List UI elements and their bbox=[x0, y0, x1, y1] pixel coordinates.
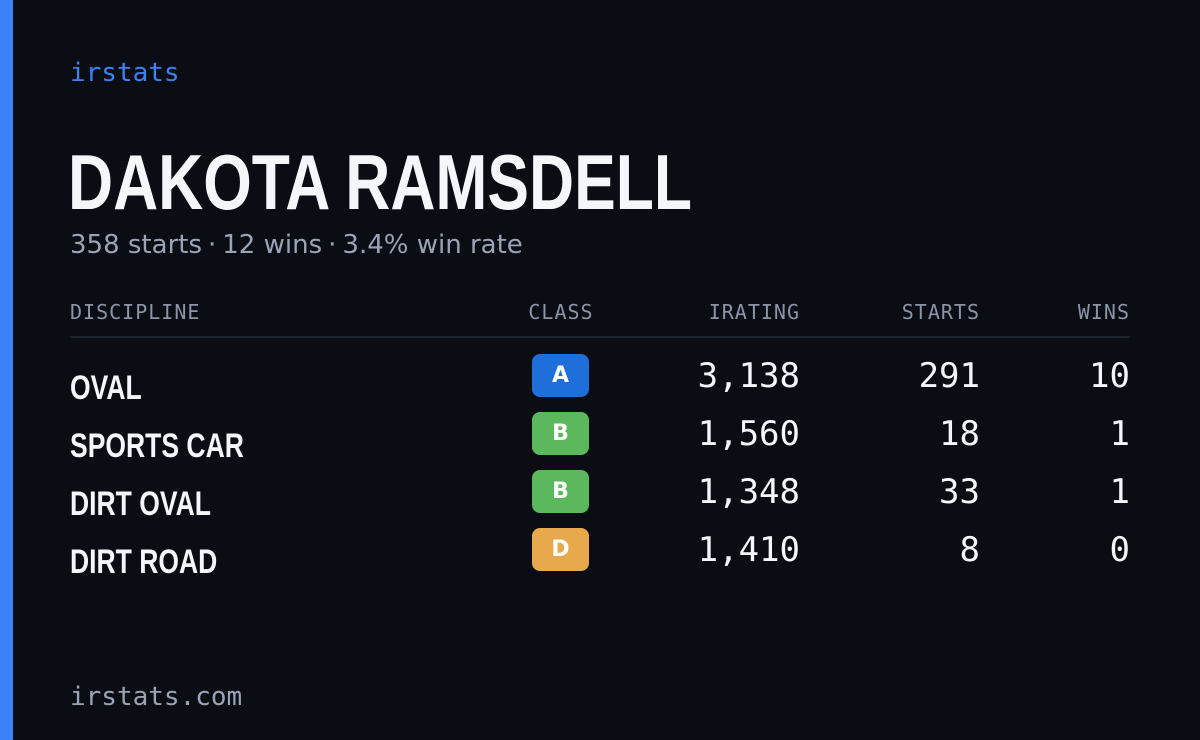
table-body: OVAL A 3,138 291 10 SPORTS CAR B 1,560 1… bbox=[70, 354, 1130, 586]
discipline-name: DIRT OVAL bbox=[70, 485, 211, 523]
class-badge: A bbox=[532, 354, 589, 397]
driver-summary: 358 starts · 12 wins · 3.4% win rate bbox=[70, 228, 523, 262]
table-row: SPORTS CAR B 1,560 18 1 bbox=[70, 412, 1130, 470]
starts-value: 291 bbox=[918, 356, 980, 396]
win-rate-summary: 3.4% win rate bbox=[342, 230, 523, 260]
discipline-name: OVAL bbox=[70, 369, 142, 407]
table-row: DIRT ROAD D 1,410 8 0 bbox=[70, 528, 1130, 586]
header-starts: STARTS bbox=[901, 300, 980, 324]
wins-value: 0 bbox=[1109, 530, 1130, 570]
wins-summary: 12 wins bbox=[222, 230, 323, 260]
wins-value: 10 bbox=[1089, 356, 1130, 396]
separator: · bbox=[208, 230, 217, 260]
irating-value: 3,138 bbox=[697, 356, 800, 396]
accent-bar bbox=[0, 0, 13, 740]
table-header: DISCIPLINE CLASS IRATING STARTS WINS bbox=[70, 296, 1130, 338]
wins-value: 1 bbox=[1109, 414, 1130, 454]
wins-value: 1 bbox=[1109, 472, 1130, 512]
starts-value: 8 bbox=[959, 530, 980, 570]
class-badge: B bbox=[532, 470, 589, 513]
table-row: DIRT OVAL B 1,348 33 1 bbox=[70, 470, 1130, 528]
header-irating: IRATING bbox=[708, 300, 800, 324]
footer-url[interactable]: irstats.com bbox=[70, 682, 243, 712]
irating-value: 1,348 bbox=[697, 472, 800, 512]
irating-value: 1,560 bbox=[697, 414, 800, 454]
discipline-table: DISCIPLINE CLASS IRATING STARTS WINS OVA… bbox=[70, 296, 1130, 586]
class-badge: B bbox=[532, 412, 589, 455]
discipline-name: DIRT ROAD bbox=[70, 543, 218, 581]
driver-name: DAKOTA RAMSDELL bbox=[68, 138, 692, 226]
header-wins: WINS bbox=[1077, 300, 1130, 324]
separator: · bbox=[328, 230, 337, 260]
starts-summary: 358 starts bbox=[70, 230, 202, 260]
brand-logo: irstats bbox=[70, 58, 180, 88]
discipline-name: SPORTS CAR bbox=[70, 427, 244, 465]
starts-value: 18 bbox=[939, 414, 980, 454]
starts-value: 33 bbox=[939, 472, 980, 512]
irating-value: 1,410 bbox=[697, 530, 800, 570]
header-discipline: DISCIPLINE bbox=[70, 300, 201, 324]
table-row: OVAL A 3,138 291 10 bbox=[70, 354, 1130, 412]
class-badge: D bbox=[532, 528, 589, 571]
header-class: CLASS bbox=[528, 300, 594, 324]
